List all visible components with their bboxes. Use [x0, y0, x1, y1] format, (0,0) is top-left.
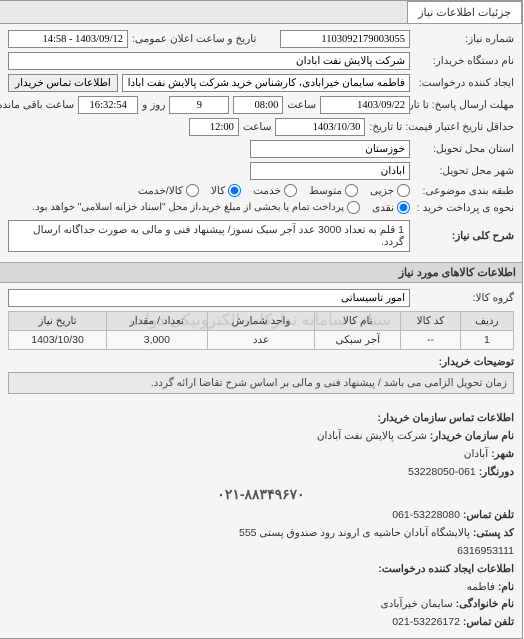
remain-label: ساعت باقی مانده	[0, 99, 75, 111]
tab-details[interactable]: جزئیات اطلاعات نیاز	[408, 1, 523, 23]
budget-service-radio[interactable]	[285, 184, 298, 197]
fax-label: دورنگار:	[480, 466, 515, 478]
header-section: شماره نیاز: تاریخ و ساعت اعلان عمومی: نا…	[1, 24, 523, 262]
goods-section-title: اطلاعات کالاهای مورد نیاز	[1, 262, 523, 283]
phone-value: 53228080-061	[393, 509, 461, 521]
budget-label: طبقه بندی موضوعی:	[415, 185, 515, 197]
th-date: تاریخ نیاز	[10, 312, 108, 331]
time-label: ساعت	[288, 99, 317, 111]
name-label: نام:	[499, 581, 515, 593]
tel-label: تلفن تماس:	[464, 616, 515, 628]
province-field[interactable]	[251, 140, 411, 158]
city-field[interactable]	[251, 162, 411, 180]
day-suffix: روز و	[143, 99, 166, 111]
table-header-row: ردیف کد کالا نام کالا واحد شمارش تعداد /…	[10, 312, 515, 331]
postcode-value: 6316953111	[458, 545, 515, 557]
goods-group-label: گروه کالا:	[415, 292, 515, 304]
contact-city-value: آبادان	[465, 448, 489, 460]
th-code: کد کالا	[402, 312, 462, 331]
hotline: ۰۲۱-۸۸۳۴۹۶۷۰	[9, 483, 515, 507]
phone-label: تلفن تماس:	[464, 509, 515, 521]
tel-value: 53226172-021	[393, 616, 461, 628]
th-row: ردیف	[461, 312, 514, 331]
postal-value: پالایشگاه آبادان حاشیه ی اروند رود صندوق…	[240, 527, 471, 539]
goods-table: ردیف کد کالا نام کالا واحد شمارش تعداد /…	[9, 311, 515, 350]
family-value: سایمان خیرآبادی	[381, 598, 453, 610]
budget-all-radio[interactable]	[229, 184, 242, 197]
main-panel: جزئیات اطلاعات نیاز شماره نیاز: تاریخ و …	[0, 0, 524, 639]
buyer-label: نام دستگاه خریدار:	[415, 55, 515, 67]
purchase-label: نحوه ی پرداخت خرید :	[415, 202, 515, 214]
contact-city-label: شهر:	[492, 448, 515, 460]
name-value: فاطمه	[468, 581, 496, 593]
valid-date[interactable]	[276, 118, 366, 136]
family-label: نام خانوادگی:	[457, 598, 515, 610]
deadline-time[interactable]	[234, 96, 284, 114]
budget-rent-radio[interactable]	[187, 184, 200, 197]
valid-label: حداقل تاریخ اعتبار قیمت: تا تاریخ:	[370, 121, 515, 133]
purchase-installment-radio[interactable]	[348, 201, 361, 214]
th-unit: واحد شمارش	[208, 312, 316, 331]
desc-label: شرح کلی نیاز:	[415, 230, 515, 242]
budget-medium-radio[interactable]	[346, 184, 359, 197]
valid-time[interactable]	[190, 118, 240, 136]
budget-partial-radio[interactable]	[398, 184, 411, 197]
purchase-cash-radio[interactable]	[398, 201, 411, 214]
buyer-field[interactable]	[9, 52, 411, 70]
th-qty: تعداد / مقدار	[108, 312, 209, 331]
announce-label: تاریخ و ساعت اعلان عمومی:	[133, 33, 257, 45]
city-label: شهر محل تحویل:	[415, 165, 515, 177]
purchase-radio-group: نقدی پرداخت تمام یا بخشی از مبلغ خرید،از…	[33, 201, 411, 214]
org-value: شرکت پالایش نفت آبادان	[318, 430, 428, 442]
goods-group-field[interactable]	[9, 289, 411, 307]
contact-button[interactable]: اطلاعات تماس خریدار	[9, 74, 119, 92]
creator-field[interactable]	[123, 74, 411, 92]
province-label: استان محل تحویل:	[415, 143, 515, 155]
th-name: نام کالا	[316, 312, 402, 331]
notes-text: زمان تحویل الزامی می باشد / پیشنهاد فنی …	[9, 372, 515, 394]
tab-bar: جزئیات اطلاعات نیاز	[1, 1, 523, 24]
deadline-label: مهلت ارسال پاسخ: تا تاریخ:	[415, 99, 515, 111]
contact-section: اطلاعات تماس سازمان خریدار: نام سازمان خ…	[1, 404, 523, 638]
fax-value: 061-53228050	[409, 466, 477, 478]
creator-section-title: اطلاعات ایجاد کننده درخواست:	[379, 563, 515, 575]
number-label: شماره نیاز:	[415, 33, 515, 45]
budget-radio-group: جزیی متوسط خدمت کالا کالا/خدمت	[139, 184, 411, 197]
days-field	[170, 96, 230, 114]
postal-label: کد پستی:	[474, 527, 515, 539]
notes-label: توضیحات خریدار:	[440, 356, 515, 368]
remain-field	[79, 96, 139, 114]
contact-title: اطلاعات تماس سازمان خریدار:	[379, 412, 515, 424]
number-field[interactable]	[281, 30, 411, 48]
org-label: نام سازمان خریدار:	[431, 430, 515, 442]
creator-label: ایجاد کننده درخواست:	[415, 77, 515, 89]
announce-field[interactable]	[9, 30, 129, 48]
deadline-date[interactable]	[321, 96, 411, 114]
valid-time-label: ساعت	[244, 121, 273, 133]
table-row[interactable]: 1 -- آجر سبکی عدد 3,000 1403/10/30	[10, 331, 515, 350]
desc-text: 1 قلم به تعداد 3000 عدد آجر سبک نسوز/ پی…	[9, 220, 411, 252]
